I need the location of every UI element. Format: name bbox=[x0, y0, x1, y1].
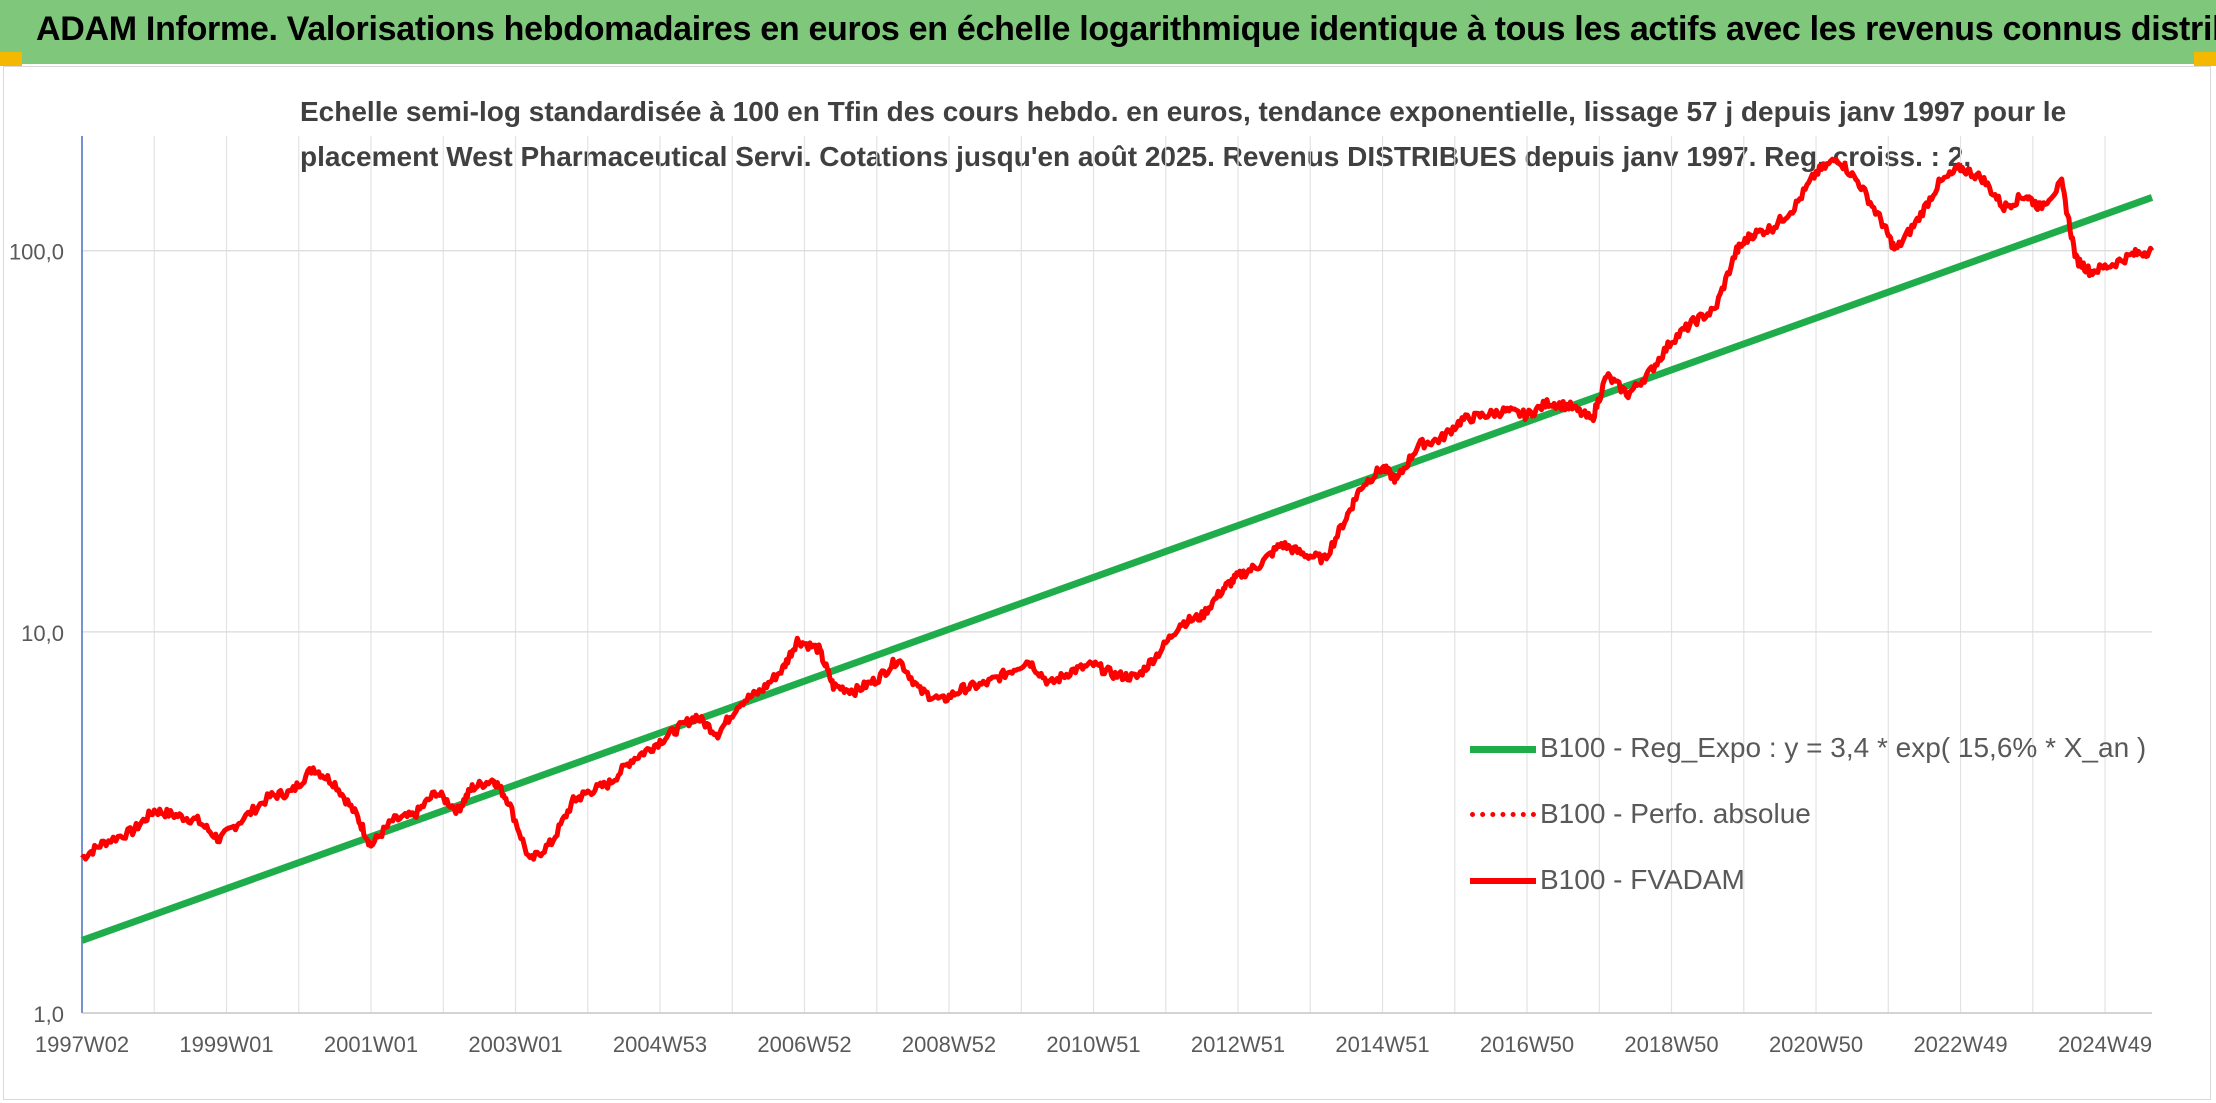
legend-item-trend: B100 - Reg_Expo : y = 3,4 * exp( 15,6% *… bbox=[1470, 728, 2170, 768]
report-title: ADAM Informe. Valorisations hebdomadaire… bbox=[36, 10, 2216, 48]
corner-marker-right bbox=[2194, 52, 2216, 66]
legend-label-absolute: B100 - Perfo. absolue bbox=[1540, 798, 1811, 829]
x-tick-label: 2006W52 bbox=[757, 1032, 851, 1057]
y-tick-label: 1,0 bbox=[33, 1002, 64, 1027]
x-tick-label: 1997W02 bbox=[35, 1032, 129, 1057]
legend-swatch-fvadam bbox=[1470, 878, 1536, 884]
legend-swatch-trend bbox=[1470, 746, 1536, 753]
trend-line bbox=[80, 194, 2154, 944]
legend-item-absolute: B100 - Perfo. absolue bbox=[1470, 794, 2170, 834]
legend-swatch-absolute bbox=[1470, 812, 1536, 817]
title-banner: ADAM Informe. Valorisations hebdomadaire… bbox=[0, 0, 2216, 64]
x-tick-label: 2014W51 bbox=[1335, 1032, 1429, 1057]
x-tick-label: 2024W49 bbox=[2058, 1032, 2152, 1057]
corner-marker-left bbox=[0, 52, 22, 66]
y-tick-label: 100,0 bbox=[9, 240, 64, 265]
fvadam-line bbox=[80, 156, 2155, 862]
x-tick-label: 2008W52 bbox=[902, 1032, 996, 1057]
chart-frame bbox=[3, 66, 2211, 1100]
x-tick-label: 2020W50 bbox=[1769, 1032, 1863, 1057]
axis-layer: 1,0 10,0 100,0 1997W02 1999W01 2001W01 2003W01… bbox=[9, 136, 2152, 1057]
y-tick-label: 10,0 bbox=[21, 621, 64, 646]
x-tick-label: 2018W50 bbox=[1624, 1032, 1718, 1057]
legend-label-fvadam: B100 - FVADAM bbox=[1540, 864, 1745, 895]
chart-subtitle-line-1: Echelle semi-log standardisée à 100 en T… bbox=[300, 96, 2067, 127]
x-tick-label: 2010W51 bbox=[1046, 1032, 1140, 1057]
chart-subtitle-line-2: placement West Pharmaceutical Servi. Cot… bbox=[300, 141, 1972, 172]
x-tick-label: 2003W01 bbox=[468, 1032, 562, 1057]
x-tick-label: 2012W51 bbox=[1191, 1032, 1285, 1057]
x-tick-label: 2004W53 bbox=[613, 1032, 707, 1057]
legend-item-fvadam: B100 - FVADAM bbox=[1470, 860, 2170, 900]
legend-label-trend: B100 - Reg_Expo : y = 3,4 * exp( 15,6% *… bbox=[1540, 732, 2147, 763]
x-tick-label: 2022W49 bbox=[1913, 1032, 2007, 1057]
x-tick-label: 1999W01 bbox=[179, 1032, 273, 1057]
x-tick-label: 2016W50 bbox=[1480, 1032, 1574, 1057]
series-layer bbox=[80, 156, 2155, 944]
x-tick-label: 2001W01 bbox=[324, 1032, 418, 1057]
